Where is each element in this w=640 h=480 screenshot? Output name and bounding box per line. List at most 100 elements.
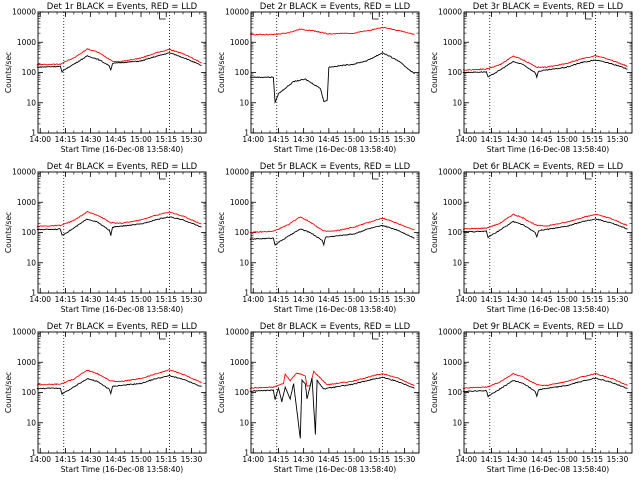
y-tick-label: 1: [31, 129, 36, 138]
lld-series-line: [249, 26, 415, 36]
x-tick-label: 14:00: [29, 135, 51, 144]
marker-bracket: [159, 332, 166, 340]
y-tick-label: 10: [452, 98, 462, 107]
x-axis-label: Start Time (16-Dec-08 13:58:40): [487, 465, 609, 474]
detector-panel-7: Det 7r BLACK = Events, RED = LLD Counts/s…: [4, 322, 207, 474]
x-tick-label: 14:45: [531, 295, 553, 304]
events-series-line: [249, 52, 415, 104]
y-tick-label: 1: [244, 449, 249, 458]
lld-series-line: [36, 210, 202, 228]
x-axis-label: Start Time (16-Dec-08 13:58:40): [487, 305, 609, 314]
y-tick-label: 10: [239, 258, 249, 267]
detector-panel-2: Det 2r BLACK = Events, RED = LLD Counts/s…: [217, 2, 420, 154]
x-tick-label: 14:15: [268, 135, 290, 144]
x-tick-label: 14:15: [481, 295, 503, 304]
y-axis-label: Counts/sec: [217, 212, 226, 253]
y-axis-label: Counts/sec: [430, 52, 439, 93]
x-tick-label: 14:45: [105, 295, 127, 304]
y-tick-label: 100: [448, 68, 463, 77]
detector-panel-6: Det 6r BLACK = Events, RED = LLD Counts/s…: [430, 162, 633, 314]
marker-bracket: [159, 172, 166, 180]
marker-bracket: [585, 12, 592, 20]
x-tick-label: 15:15: [581, 135, 603, 144]
y-tick-label: 10: [452, 418, 462, 427]
marker-bracket: [585, 332, 592, 340]
y-tick-label: 100: [448, 388, 463, 397]
panel-title: Det 3r BLACK = Events, RED = LLD: [473, 2, 624, 12]
events-series-line: [462, 59, 628, 80]
lld-series-line: [249, 216, 415, 234]
x-tick-label: 15:15: [155, 295, 177, 304]
x-tick-label: 15:00: [130, 455, 152, 464]
x-tick-label: 15:15: [368, 135, 390, 144]
panel-title: Det 2r BLACK = Events, RED = LLD: [260, 2, 411, 12]
lld-series-line: [462, 213, 628, 230]
y-tick-label: 1: [457, 289, 462, 298]
y-axis-label: Counts/sec: [4, 52, 13, 93]
x-tick-label: 14:15: [268, 295, 290, 304]
y-axis-label: Counts/sec: [430, 212, 439, 253]
x-tick-label: 15:00: [343, 295, 365, 304]
x-tick-label: 15:30: [394, 135, 416, 144]
x-tick-label: 14:45: [531, 135, 553, 144]
events-series-line: [249, 224, 415, 247]
x-tick-label: 15:30: [181, 455, 203, 464]
plot-frame: [463, 331, 633, 454]
y-tick-label: 1000: [230, 198, 249, 207]
y-tick-label: 10: [452, 258, 462, 267]
detector-panel-8: Det 8r BLACK = Events, RED = LLD Counts/s…: [217, 322, 420, 474]
x-tick-label: 14:00: [455, 295, 477, 304]
events-series-line: [36, 374, 202, 396]
x-tick-label: 15:15: [155, 455, 177, 464]
marker-bracket: [372, 332, 379, 340]
x-tick-label: 14:30: [80, 135, 102, 144]
x-tick-label: 15:00: [556, 295, 578, 304]
x-tick-label: 14:45: [318, 295, 340, 304]
x-tick-label: 14:15: [55, 455, 77, 464]
x-tick-label: 14:15: [481, 455, 503, 464]
x-axis-label: Start Time (16-Dec-08 13:58:40): [274, 305, 396, 314]
y-tick-label: 10000: [225, 8, 249, 17]
plot-frame: [463, 11, 633, 134]
x-tick-label: 15:30: [394, 455, 416, 464]
x-tick-label: 14:45: [318, 135, 340, 144]
x-axis-label: Start Time (16-Dec-08 13:58:40): [61, 305, 183, 314]
x-tick-label: 14:45: [531, 455, 553, 464]
y-tick-label: 1000: [17, 358, 36, 367]
x-tick-label: 14:45: [105, 455, 127, 464]
y-tick-label: 100: [235, 228, 250, 237]
x-axis-label: Start Time (16-Dec-08 13:58:40): [487, 145, 609, 154]
x-tick-label: 14:30: [506, 135, 528, 144]
detector-panel-9: Det 9r BLACK = Events, RED = LLD Counts/s…: [430, 322, 633, 474]
y-tick-label: 1000: [443, 358, 462, 367]
lld-series-line: [462, 54, 628, 71]
panel-title: Det 9r BLACK = Events, RED = LLD: [473, 322, 624, 332]
panel-title: Det 1r BLACK = Events, RED = LLD: [47, 2, 198, 12]
x-tick-label: 14:15: [55, 135, 77, 144]
x-tick-label: 14:45: [318, 455, 340, 464]
x-tick-label: 14:00: [29, 455, 51, 464]
y-tick-label: 100: [22, 388, 37, 397]
y-tick-label: 10000: [12, 328, 36, 337]
x-tick-label: 15:15: [368, 295, 390, 304]
panel-title: Det 7r BLACK = Events, RED = LLD: [47, 322, 198, 332]
y-tick-label: 1: [31, 449, 36, 458]
x-tick-label: 14:30: [506, 455, 528, 464]
y-tick-label: 100: [22, 228, 37, 237]
y-tick-label: 10000: [12, 8, 36, 17]
x-tick-label: 14:15: [481, 135, 503, 144]
y-tick-label: 1: [244, 129, 249, 138]
plot-frame: [250, 331, 420, 454]
marker-bracket: [585, 172, 592, 180]
plot-frame: [250, 11, 420, 134]
x-tick-label: 14:30: [80, 455, 102, 464]
panel-title: Det 4r BLACK = Events, RED = LLD: [47, 162, 198, 172]
x-tick-label: 14:30: [506, 295, 528, 304]
y-tick-label: 10000: [12, 168, 36, 177]
x-tick-label: 14:15: [55, 295, 77, 304]
y-axis-label: Counts/sec: [4, 212, 13, 253]
y-tick-label: 1: [244, 289, 249, 298]
x-tick-label: 15:30: [181, 135, 203, 144]
plot-frame: [250, 171, 420, 294]
